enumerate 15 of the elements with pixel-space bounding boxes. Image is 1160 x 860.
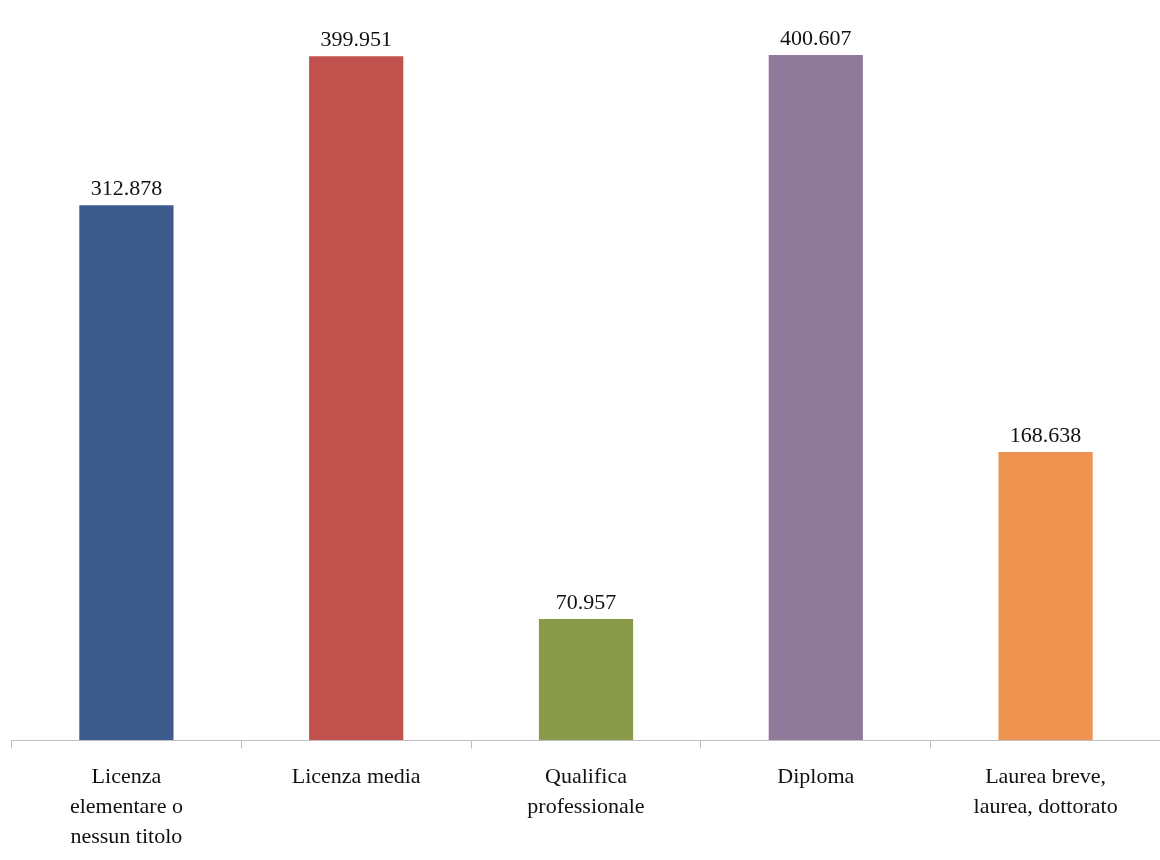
bar bbox=[538, 619, 634, 741]
x-tick-label: Laurea breve, laurea, dottorato bbox=[973, 762, 1118, 818]
x-tick-label: Diploma bbox=[777, 762, 855, 788]
data-label: 312.878 bbox=[90, 175, 163, 201]
data-label: 70.957 bbox=[555, 589, 617, 615]
bar bbox=[998, 451, 1093, 741]
bar bbox=[768, 55, 863, 741]
bar bbox=[79, 205, 174, 741]
data-label: 399.951 bbox=[320, 26, 392, 52]
data-label: 168.638 bbox=[1009, 421, 1082, 447]
x-tick-label: Qualifica professionale bbox=[527, 762, 645, 818]
x-tick-label: Licenza elementare o nessun titolo bbox=[69, 762, 183, 848]
data-label: 400.607 bbox=[780, 25, 852, 51]
bar bbox=[309, 56, 404, 741]
x-tick-label: Licenza media bbox=[291, 762, 421, 788]
